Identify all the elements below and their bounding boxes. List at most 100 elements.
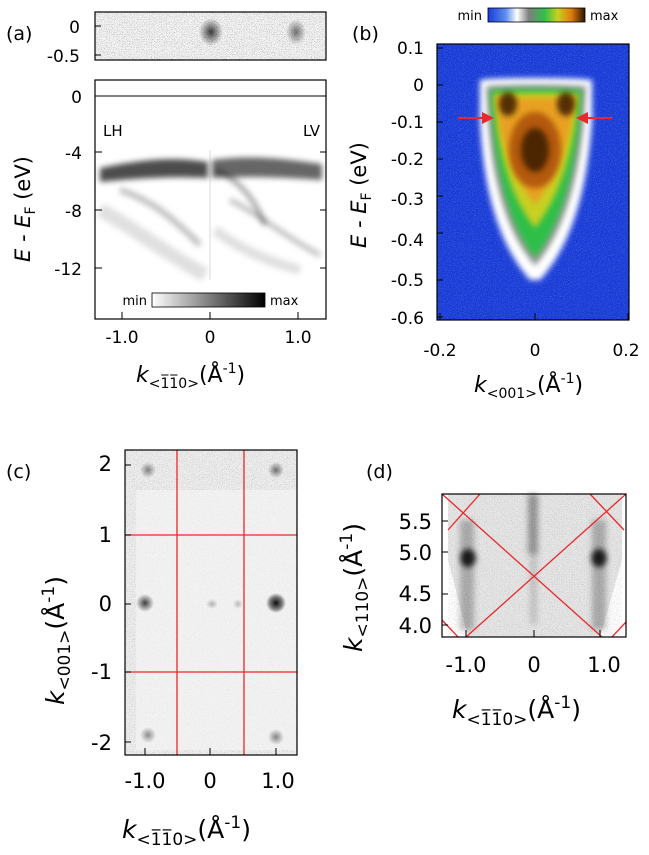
- panel-b-xtick-0: -0.2: [423, 341, 456, 361]
- panel-d-ylabel: k<110>(Å-1): [337, 523, 373, 652]
- panel-d-ylabel-k: k: [339, 636, 368, 652]
- panel-b-plot: 0.1 0 -0.1 -0.2 -0.3 -0.4 -0.5 -0.6 -0.2…: [347, 39, 640, 402]
- panel-a-colorbar: min max: [122, 292, 299, 309]
- panel-c-ytick-0: 2: [99, 452, 112, 476]
- panel-b-colorbar-max: max: [590, 9, 619, 24]
- panel-d-ytick-2: 4.5: [399, 582, 432, 606]
- panel-c-xlabel-k: k: [122, 815, 138, 844]
- panel-a-ylabel-sub: F: [23, 206, 39, 214]
- panel-b-ytick-3: -0.2: [391, 150, 424, 170]
- panel-a-yaxis: 0 -4 -8 -12: [54, 88, 326, 280]
- panel-b-ylabel-sub: F: [359, 192, 375, 200]
- panel-a-xaxis: -1.0 0 1.0: [105, 312, 312, 348]
- panel-a-xtick-0: -1.0: [105, 328, 138, 348]
- panel-b-xlabel-close: ): [575, 373, 584, 398]
- panel-b-xlabel-sub: <001>: [487, 386, 537, 402]
- panel-d-xlabel-sub: <1̅1̅0>: [466, 708, 527, 730]
- panel-c-ylabel-unit: (Å: [41, 603, 70, 630]
- panel-b-ytick-5: -0.4: [391, 231, 424, 251]
- panel-d-yaxis: 5.5 5.0 4.5 4.0: [399, 510, 448, 638]
- panel-d-ytick-1: 5.0: [399, 541, 432, 565]
- panel-c-ylabel: k<001>(Å-1): [39, 576, 75, 705]
- panel-d-ylabel-exp: -1: [337, 533, 357, 550]
- panel-a-colorbar-min: min: [122, 294, 147, 309]
- panel-d-ytick-3: 4.0: [399, 614, 432, 638]
- panel-a-top-tick-0: 0: [69, 18, 80, 38]
- panel-c-ylabel-sub: <001>: [55, 630, 75, 691]
- panel-c-xlabel-unit: (Å: [197, 815, 224, 844]
- panel-c-ylabel-close: ): [41, 576, 70, 586]
- panel-d-xtick-2: 1.0: [587, 653, 620, 677]
- panel-d-boundary-lines: [441, 493, 627, 638]
- panel-d-xlabel-exp: -1: [554, 693, 571, 713]
- panel-c-xtick-1: 0: [203, 769, 216, 793]
- panel-b-xlabel-exp: -1: [561, 371, 575, 387]
- panel-c-xlabel-close: ): [241, 815, 251, 844]
- panel-a-xlabel-close: ): [237, 363, 246, 388]
- panel-d-ylabel-unit: (Å: [339, 550, 368, 577]
- panel-b-xaxis: -0.2 0 0.2: [423, 313, 640, 361]
- panel-a-lv-label: LV: [303, 122, 321, 140]
- panel-c-ylabel-exp: -1: [39, 586, 59, 603]
- panel-d: (d): [337, 461, 627, 730]
- panel-a-top-tick-1: -0.5: [47, 47, 80, 67]
- panel-b-yaxis: 0.1 0 -0.1 -0.2 -0.3 -0.4 -0.5 -0.6: [391, 39, 443, 329]
- panel-c-plot: 2 1 0 -1 -2 -1.0 0 1.0 k<001>(Å-1) k<1̅1…: [39, 449, 298, 850]
- panel-b-ytick-0: 0.1: [397, 39, 424, 59]
- panel-a-xlabel-k: k: [136, 363, 150, 388]
- panel-b-ylabel-unit: (eV): [347, 142, 371, 192]
- panel-a: (a) 0 -0.5: [6, 11, 327, 392]
- panel-b-ytick-6: -0.5: [391, 271, 424, 291]
- panel-d-plot: 5.5 5.0 4.5 4.0 -1.0 0 1.0 k<110>(Å-1) k…: [337, 493, 627, 730]
- panel-c: (c): [6, 449, 298, 850]
- panel-b-ylabel: E - EF (eV): [347, 142, 375, 248]
- panel-a-ylabel-main: E - E: [11, 214, 35, 262]
- panel-d-xlabel-unit: (Å: [527, 695, 554, 724]
- panel-c-xlabel-sub: <1̅1̅0>: [136, 828, 197, 850]
- panel-c-ytick-2: 0: [99, 592, 112, 616]
- panel-d-xtick-0: -1.0: [446, 653, 487, 677]
- panel-c-ytick-1: 1: [99, 523, 112, 547]
- panel-a-ytick-2: -8: [65, 202, 82, 222]
- panel-c-xlabel: k<1̅1̅0>(Å-1): [122, 813, 251, 850]
- panel-b-xtick-1: 0: [530, 341, 541, 361]
- panel-a-xlabel-exp: -1: [223, 361, 237, 377]
- panel-b-ytick-4: -0.3: [391, 190, 424, 210]
- panel-a-ytick-1: -4: [65, 144, 82, 164]
- panel-a-lh-label: LH: [103, 122, 123, 140]
- panel-a-plot: LH LV min max 0 -4 -8 -12: [11, 79, 327, 392]
- panel-c-ytick-3: -1: [91, 660, 112, 684]
- panel-b-xtick-2: 0.2: [612, 341, 639, 361]
- panel-b-xlabel-k: k: [474, 373, 488, 398]
- panel-a-ylabel-unit: (eV): [11, 156, 35, 206]
- panel-b-label: (b): [352, 23, 379, 45]
- panel-a-xtick-2: 1.0: [284, 328, 311, 348]
- panel-c-grid-lines: [125, 450, 297, 755]
- panel-d-xaxis: -1.0 0 1.0: [446, 630, 621, 677]
- panel-a-xlabel-sub: <1̅1̅0>: [149, 374, 199, 392]
- panel-a-colorbar-max: max: [270, 294, 299, 309]
- panel-c-xlabel-exp: -1: [224, 813, 241, 833]
- panel-d-xtick-1: 0: [527, 653, 540, 677]
- panel-b-ytick-7: -0.6: [391, 309, 424, 329]
- panel-b-colorbar-min: min: [457, 9, 482, 24]
- panel-b: (b) min max: [347, 7, 640, 402]
- panel-b-xlabel: k<001>(Å-1): [474, 371, 583, 402]
- panel-d-xlabel-k: k: [452, 695, 468, 724]
- panel-d-ylabel-sub: <110>: [353, 577, 373, 638]
- panel-a-xlabel-unit: (Å: [199, 361, 223, 388]
- panel-a-ylabel: E - EF (eV): [11, 156, 39, 262]
- panel-c-ylabel-k: k: [41, 689, 70, 705]
- panel-b-arrow-right: [576, 112, 612, 124]
- panel-b-xlabel-unit: (Å: [537, 371, 561, 398]
- panel-c-xaxis: -1.0 0 1.0: [125, 748, 295, 793]
- panel-d-ytick-0: 5.5: [399, 510, 432, 534]
- panel-a-label: (a): [6, 23, 32, 45]
- panel-c-xtick-0: -1.0: [125, 769, 166, 793]
- panel-a-ytick-3: -12: [54, 260, 82, 280]
- panel-d-xlabel-close: ): [571, 695, 581, 724]
- panel-c-yaxis: 2 1 0 -1 -2: [91, 452, 131, 755]
- panel-c-label: (c): [6, 461, 31, 483]
- panel-d-label: (d): [366, 461, 393, 483]
